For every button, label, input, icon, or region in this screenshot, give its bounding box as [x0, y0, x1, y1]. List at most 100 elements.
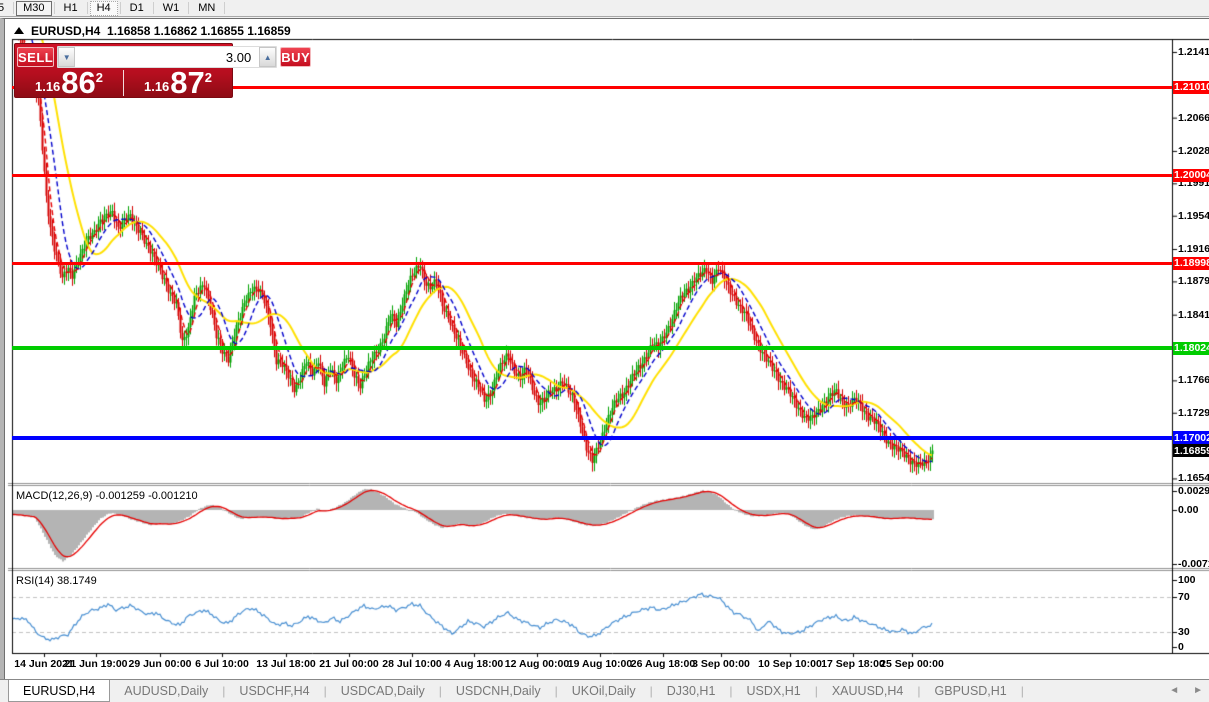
timeframe-toolbar: 5 M30 H1 H4 D1 W1 MN: [0, 0, 1209, 17]
one-click-trading-panel: SELL ▼ ▲ BUY 1.16 86 2 1.16 87 2: [14, 43, 312, 100]
chart-window: EURUSD,H4 1.16858 1.16862 1.16855 1.1685…: [0, 18, 1209, 680]
level-price-badge: 1.21010: [1173, 80, 1209, 94]
price-tick-label: 1.20280: [1178, 144, 1209, 157]
tab-scroll-nav: ◄ ►: [1169, 679, 1203, 702]
chart-tab-usdx[interactable]: USDX,H1: [746, 684, 801, 698]
tab-divider: |: [554, 684, 558, 698]
chart-expand-triangle-icon[interactable]: [14, 27, 24, 34]
rsi-indicator-label: RSI(14) 38.1749: [16, 575, 97, 587]
sell-price-pips: 86: [61, 65, 96, 100]
timeframe-button-d1[interactable]: D1: [129, 2, 144, 14]
timeframe-button-5[interactable]: 5: [0, 1, 11, 16]
date-tick-label: 12 Aug 00:00: [504, 658, 570, 670]
sell-price-display[interactable]: 1.16 86 2: [15, 65, 123, 100]
current-price-badge: 1.16859: [1173, 444, 1209, 457]
tab-divider: |: [1020, 684, 1024, 698]
volume-input[interactable]: [75, 47, 260, 67]
date-tick-label: 26 Aug 18:00: [630, 658, 696, 670]
rsi-scale-label: 100: [1178, 574, 1196, 586]
chart-tab-bar: EURUSD,H4 AUDUSD,Daily | USDCHF,H4 | USDCAD,D…: [0, 679, 1209, 702]
buy-price-handle: 1.16: [143, 79, 170, 94]
buy-button[interactable]: BUY: [280, 47, 312, 67]
price-tick-label: 1.17290: [1178, 406, 1209, 419]
toolbar-separator: [152, 2, 154, 14]
chart-header: EURUSD,H4 1.16858 1.16862 1.16855 1.1685…: [14, 24, 291, 38]
toolbar-separator: [188, 2, 190, 14]
ohlc-high: 1.16862: [153, 24, 198, 38]
toolbar-separator: [224, 2, 226, 14]
date-tick-label: 21 Jun 19:00: [64, 658, 128, 670]
chart-tab-usdcnh[interactable]: USDCNH,Daily: [455, 684, 541, 698]
toolbar-separator: [119, 2, 121, 14]
sell-price-handle: 1.16: [34, 79, 61, 94]
level-price-badge: 1.18024: [1173, 341, 1209, 355]
timeframe-button-mn[interactable]: MN: [198, 2, 216, 14]
chart-tab-gbpusd[interactable]: GBPUSD,H1: [934, 684, 1007, 698]
volume-spinner: ▼ ▲: [57, 46, 278, 68]
ohlc-low: 1.16855: [200, 24, 244, 38]
timeframe-button-m30[interactable]: M30: [16, 0, 52, 16]
timeframe-button-h1[interactable]: H1: [63, 2, 78, 14]
timeframe-button-h4[interactable]: H4: [89, 0, 118, 16]
chart-tab-usdcad[interactable]: USDCAD,Daily: [340, 684, 425, 698]
macd-scale-label: 0.00: [1178, 504, 1199, 516]
date-tick-label: 4 Aug 18:00: [444, 658, 504, 670]
price-level-line-1.18024[interactable]: [12, 346, 1172, 351]
price-divider: [123, 70, 124, 96]
chart-symbol-label: EURUSD,H4: [31, 24, 101, 38]
price-level-line-1.20004[interactable]: [12, 173, 1172, 177]
date-tick-label: 14 Jun 2021: [14, 658, 74, 670]
chart-tab-usdchf[interactable]: USDCHF,H4: [239, 684, 310, 698]
buy-price-fraction: 2: [204, 70, 213, 85]
level-price-badge: 1.17002: [1173, 431, 1209, 445]
date-tick-label: 29 Jun 00:00: [128, 658, 192, 670]
buy-price-pips: 87: [170, 65, 205, 100]
date-tick-label: 6 Jul 10:00: [195, 658, 249, 670]
level-price-badge: 1.20004: [1173, 168, 1209, 182]
date-tick-label: 3 Sep 00:00: [692, 658, 750, 670]
tab-scroll-right-icon[interactable]: ►: [1193, 685, 1203, 696]
tab-divider: |: [438, 684, 442, 698]
tab-divider: |: [729, 684, 733, 698]
price-tick-label: 1.18410: [1178, 308, 1209, 321]
price-level-line-1.2101[interactable]: [12, 85, 1172, 89]
date-tick-label: 17 Sep 18:00: [821, 658, 885, 670]
price-tick-label: 1.18790: [1178, 275, 1209, 288]
ohlc-open: 1.16858: [107, 24, 151, 38]
ohlc-close: 1.16859: [247, 24, 291, 38]
price-level-line-1.18998[interactable]: [12, 261, 1172, 265]
sell-button[interactable]: SELL: [17, 47, 55, 67]
chart-tab-ukoil[interactable]: UKOil,Daily: [571, 684, 636, 698]
tab-divider: |: [222, 684, 226, 698]
volume-increase-button[interactable]: ▲: [259, 47, 277, 67]
date-tick-label: 19 Aug 10:00: [567, 658, 633, 670]
macd-scale-label: 0.002947: [1178, 485, 1209, 497]
macd-scale-label: -0.007151: [1178, 558, 1209, 570]
tab-divider: |: [323, 684, 327, 698]
price-tick-label: 1.21410: [1178, 45, 1209, 58]
date-tick-label: 25 Sep 00:00: [880, 658, 944, 670]
volume-decrease-button[interactable]: ▼: [58, 47, 76, 67]
tab-scroll-left-icon[interactable]: ◄: [1169, 685, 1180, 696]
chart-tab-audusd[interactable]: AUDUSD,Daily: [124, 684, 209, 698]
toolbar-separator: [53, 2, 55, 14]
chart-tab-dj30[interactable]: DJ30,H1: [666, 684, 716, 698]
chart-tab-xauusd[interactable]: XAUUSD,H4: [831, 684, 904, 698]
chart-tab-eurusd[interactable]: EURUSD,H4: [8, 680, 111, 702]
price-tick-label: 1.19540: [1178, 209, 1209, 222]
timeframe-button-w1[interactable]: W1: [162, 2, 180, 14]
toolbar-separator: [86, 2, 88, 14]
rsi-scale-label: 70: [1178, 591, 1190, 603]
price-tick-label: 1.19160: [1178, 243, 1209, 255]
tab-divider: |: [649, 684, 653, 698]
date-tick-label: 13 Jul 18:00: [256, 658, 316, 670]
sell-price-fraction: 2: [95, 70, 104, 85]
price-level-line-1.17002[interactable]: [12, 435, 1172, 440]
price-tick-label: 1.17660: [1178, 374, 1209, 387]
level-price-badge: 1.18998: [1173, 256, 1209, 270]
rsi-scale-label: 0: [1178, 641, 1184, 653]
macd-indicator-label: MACD(12,26,9) -0.001259 -0.001210: [16, 490, 198, 502]
buy-price-display[interactable]: 1.16 87 2: [124, 65, 232, 100]
